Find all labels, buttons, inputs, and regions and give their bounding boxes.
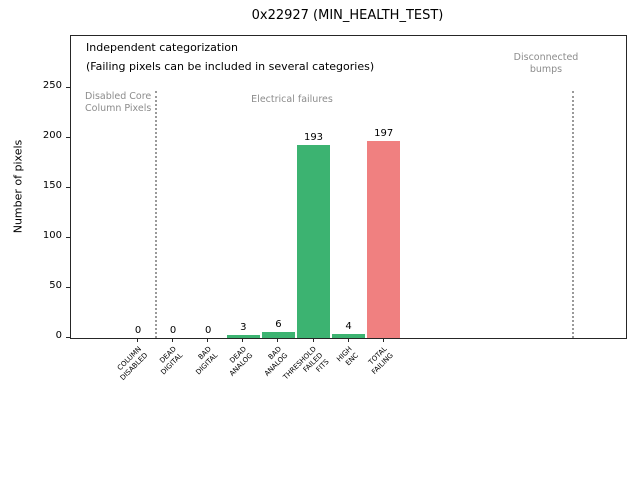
region-separator-left: [155, 91, 157, 338]
region-label-electrical-failures: Electrical failures: [251, 94, 333, 105]
annotation-line1: Independent categorization: [86, 41, 238, 54]
bar-value-label: 0: [169, 325, 177, 336]
y-tick-mark: [66, 87, 70, 88]
y-tick-label: 100: [42, 230, 62, 241]
y-tick-label: 200: [42, 130, 62, 141]
bar-value-label: 6: [275, 319, 282, 330]
region-label-disconnected-bumps: Disconnected bumps: [513, 52, 579, 76]
x-tick-mark: [312, 338, 314, 342]
bar-value-label: 3: [240, 322, 247, 333]
bar: [332, 334, 366, 338]
y-tick-mark: [66, 137, 70, 138]
bar: [367, 141, 401, 338]
bar-value-label: 197: [374, 128, 394, 139]
x-tick-mark: [382, 338, 384, 342]
x-tick-label: THRESHOLD FAILED FITS: [281, 345, 331, 382]
x-tick-mark: [137, 338, 138, 342]
bar-value-label: 193: [303, 132, 324, 143]
region-label-disabled-core: Disabled Core Column Pixels: [85, 91, 152, 115]
x-tick-label: TOTAL FAILING: [366, 345, 395, 376]
bar: [226, 335, 260, 338]
x-tick-label: COLUMN DISABLED: [115, 345, 149, 382]
y-tick-mark: [66, 237, 70, 238]
x-tick-label: HIGH ENC: [334, 345, 360, 368]
x-tick-label: DEAD ANALOG: [227, 345, 255, 378]
y-tick-mark: [66, 187, 70, 188]
x-tick-label: DEAD DIGITAL: [157, 345, 184, 377]
y-tick-label: 50: [49, 280, 62, 291]
chart-title: 0x22927 (MIN_HEALTH_TEST): [251, 8, 444, 23]
plot-area: Independent categorization (Failing pixe…: [70, 35, 627, 339]
x-tick-mark: [242, 338, 244, 342]
bar-value-label: 0: [205, 325, 212, 336]
bar: [297, 145, 330, 338]
bar-value-label: 0: [134, 325, 142, 336]
bar: [261, 332, 295, 338]
y-tick-mark: [66, 337, 70, 338]
y-tick-label: 0: [55, 330, 62, 341]
y-axis-label: Number of pixels: [11, 139, 25, 234]
y-tick-label: 250: [42, 80, 62, 91]
x-tick-mark: [347, 338, 349, 342]
bar-value-label: 4: [345, 321, 352, 332]
region-separator-right: [572, 91, 574, 338]
x-tick-mark: [277, 338, 279, 342]
x-tick-label: BAD DIGITAL: [194, 345, 220, 377]
x-tick-mark: [172, 338, 174, 342]
y-tick-mark: [66, 287, 70, 288]
annotation-line2: (Failing pixels can be included in sever…: [86, 60, 375, 73]
x-tick-mark: [207, 338, 209, 342]
y-tick-label: 150: [42, 180, 62, 191]
